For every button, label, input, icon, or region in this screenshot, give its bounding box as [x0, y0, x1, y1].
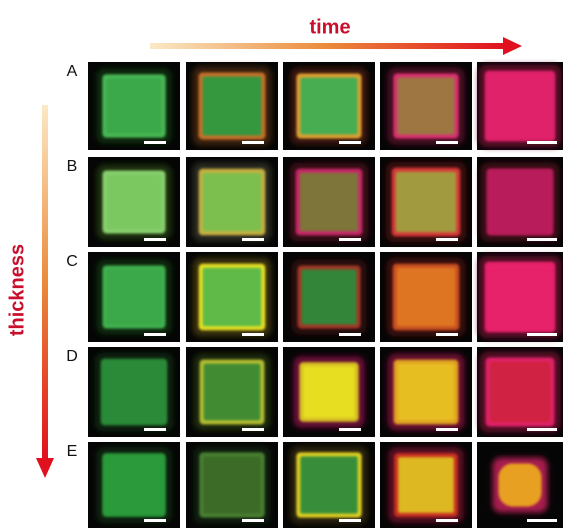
- crystal: [398, 457, 454, 513]
- time-arrow: [150, 43, 505, 49]
- micrograph: [477, 252, 563, 342]
- scale-bar: [242, 333, 264, 336]
- crystal: [300, 173, 359, 232]
- thickness-arrowhead: [36, 458, 54, 478]
- crystal: [300, 77, 357, 134]
- scale-bar: [144, 238, 166, 241]
- micrograph: [88, 347, 180, 437]
- micrograph: [88, 157, 180, 247]
- crystal: [303, 366, 354, 417]
- crystal: [106, 457, 162, 513]
- scale-bar: [527, 333, 557, 336]
- scale-bar: [144, 519, 166, 522]
- scale-bar: [242, 428, 264, 431]
- scale-bar: [242, 519, 264, 522]
- crystal: [203, 268, 262, 327]
- time-label: time: [309, 16, 350, 38]
- crystal: [503, 468, 538, 503]
- figure: time thickness A B C D E: [0, 0, 563, 528]
- crystal: [107, 175, 162, 230]
- micrograph: [186, 442, 278, 528]
- micrograph: [186, 157, 278, 247]
- scale-bar: [436, 519, 458, 522]
- scale-bar: [527, 238, 557, 241]
- micrograph: [380, 442, 472, 528]
- micrograph: [380, 252, 472, 342]
- micrograph: [477, 442, 563, 528]
- thickness-label: thickness: [6, 244, 28, 336]
- scale-bar: [436, 141, 458, 144]
- micrograph: [380, 347, 472, 437]
- crystal: [396, 172, 456, 232]
- time-arrowhead: [503, 37, 522, 55]
- scale-bar: [339, 519, 361, 522]
- crystal: [300, 456, 357, 513]
- scale-bar: [436, 333, 458, 336]
- micrograph: [477, 62, 563, 150]
- crystal: [105, 363, 164, 422]
- row-label: A: [67, 63, 78, 80]
- micrograph: [477, 347, 563, 437]
- scale-bar: [144, 333, 166, 336]
- row-label: C: [66, 253, 78, 270]
- crystal: [490, 362, 551, 423]
- row-label: B: [67, 158, 78, 175]
- crystal: [204, 364, 261, 421]
- scale-bar: [527, 519, 557, 522]
- crystal: [398, 364, 455, 421]
- crystal: [203, 456, 260, 513]
- micrograph: [88, 442, 180, 528]
- micrograph: [380, 157, 472, 247]
- scale-bar: [527, 141, 557, 144]
- scale-bar: [436, 238, 458, 241]
- crystal: [397, 268, 456, 327]
- crystal: [203, 173, 262, 232]
- crystal: [302, 270, 357, 325]
- micrograph: [477, 157, 563, 247]
- scale-bar: [339, 141, 361, 144]
- micrograph: [186, 62, 278, 150]
- crystal: [106, 78, 161, 133]
- micrograph: [283, 347, 375, 437]
- scale-bar: [144, 141, 166, 144]
- row-label: D: [66, 348, 78, 365]
- scale-bar: [339, 238, 361, 241]
- micrograph: [283, 252, 375, 342]
- scale-bar: [339, 333, 361, 336]
- crystal: [489, 75, 552, 138]
- micrograph: [186, 347, 278, 437]
- row-label: E: [67, 443, 78, 460]
- scale-bar: [144, 428, 166, 431]
- micrograph: [88, 62, 180, 150]
- crystal: [489, 266, 552, 329]
- micrograph: [88, 252, 180, 342]
- scale-bar: [242, 141, 264, 144]
- crystal: [107, 270, 162, 325]
- micrograph: [283, 442, 375, 528]
- panel-grid: [88, 62, 563, 528]
- scale-bar: [436, 428, 458, 431]
- micrograph: [283, 157, 375, 247]
- micrograph: [186, 252, 278, 342]
- micrograph: [283, 62, 375, 150]
- crystal: [397, 77, 454, 134]
- thickness-arrow: [42, 105, 48, 460]
- micrograph: [380, 62, 472, 150]
- scale-bar: [339, 428, 361, 431]
- scale-bar: [242, 238, 264, 241]
- scale-bar: [527, 428, 557, 431]
- crystal: [203, 77, 262, 136]
- crystal: [490, 172, 549, 231]
